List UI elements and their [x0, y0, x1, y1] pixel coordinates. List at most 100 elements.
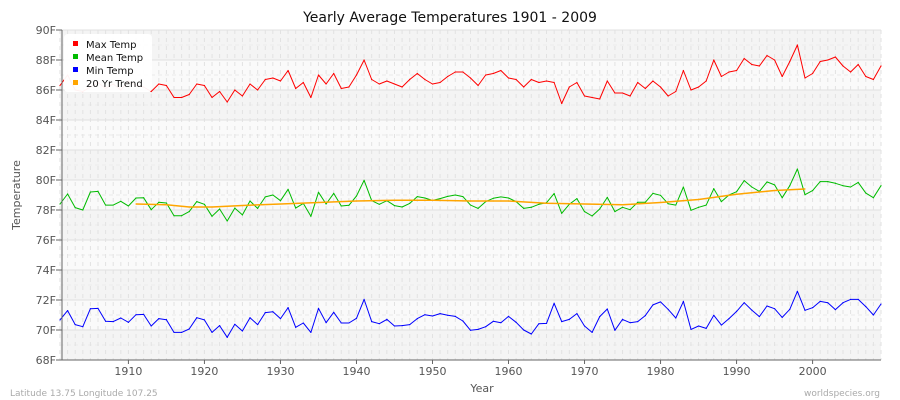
- data-point: [766, 181, 768, 183]
- data-point: [272, 311, 274, 313]
- legend-swatch: [73, 67, 78, 72]
- data-point: [644, 315, 646, 317]
- data-point: [355, 74, 358, 76]
- footer-source: worldspecies.org: [804, 389, 880, 399]
- data-point: [211, 96, 213, 99]
- data-point: [796, 290, 798, 292]
- data-point: [500, 322, 502, 324]
- x-tick-label: 1940: [342, 365, 370, 378]
- data-point: [348, 86, 350, 88]
- y-tick-label: 82F: [36, 144, 56, 157]
- data-point: [59, 84, 61, 87]
- data-point: [834, 182, 836, 184]
- data-point: [530, 206, 532, 208]
- data-point: [317, 201, 320, 204]
- data-point: [97, 307, 99, 309]
- data-point: [272, 194, 274, 196]
- data-point: [264, 196, 266, 198]
- data-point: [105, 204, 107, 206]
- data-point: [355, 317, 358, 319]
- data-point: [431, 199, 434, 201]
- data-point: [545, 80, 548, 82]
- data-point: [219, 208, 221, 210]
- data-point: [713, 188, 715, 190]
- data-point: [279, 200, 282, 202]
- data-point: [59, 203, 61, 205]
- data-point: [751, 309, 753, 311]
- data-point: [401, 86, 403, 88]
- series-lines: [59, 44, 882, 338]
- data-point: [606, 80, 608, 82]
- data-point: [720, 201, 722, 203]
- data-point: [523, 207, 525, 209]
- data-point: [348, 322, 350, 324]
- data-point: [363, 179, 365, 181]
- axes: 68F 70F 72F 74F 76F 78F 80F 82F 84F 86F 88F 90F 1910…: [36, 24, 881, 378]
- data-point: [583, 211, 586, 213]
- data-point: [462, 320, 464, 322]
- data-point: [333, 72, 335, 75]
- data-point: [507, 77, 510, 79]
- data-point: [773, 59, 776, 61]
- data-point: [735, 191, 738, 193]
- data-point: [507, 197, 510, 199]
- data-point: [431, 315, 434, 317]
- data-point: [181, 96, 183, 99]
- series-line-20-yr-trend: [135, 188, 806, 208]
- data-point: [789, 308, 791, 310]
- data-point: [120, 317, 122, 319]
- data-point: [811, 307, 814, 309]
- data-point: [561, 212, 563, 214]
- grid-lines: [59, 29, 882, 361]
- x-tick-label: 1960: [495, 365, 523, 378]
- data-point: [112, 321, 114, 323]
- data-point: [834, 309, 836, 311]
- footer-location: Latitude 13.75 Longitude 107.25: [10, 389, 158, 399]
- data-point: [371, 321, 373, 323]
- data-point: [500, 69, 502, 72]
- data-point: [599, 316, 601, 318]
- legend-swatch: [73, 41, 78, 46]
- data-point: [880, 303, 882, 305]
- data-point: [454, 315, 456, 317]
- data-point: [135, 197, 137, 199]
- data-point: [751, 186, 753, 188]
- data-point: [659, 86, 662, 88]
- data-point: [523, 86, 525, 88]
- data-point: [424, 314, 426, 316]
- data-point: [203, 203, 206, 205]
- data-point: [629, 95, 631, 97]
- data-point: [705, 80, 707, 82]
- data-point: [553, 81, 555, 84]
- data-point: [492, 197, 494, 199]
- data-point: [249, 83, 251, 85]
- data-point: [67, 310, 69, 312]
- data-point: [105, 320, 107, 322]
- data-point: [614, 329, 616, 331]
- data-point: [872, 78, 874, 81]
- data-point: [310, 331, 312, 333]
- data-point: [295, 87, 297, 90]
- data-point: [766, 54, 768, 57]
- data-point: [295, 207, 297, 209]
- data-point: [416, 318, 418, 320]
- legend-label: Min Temp: [86, 66, 134, 77]
- data-point: [659, 301, 662, 303]
- chart-title: Yearly Average Temperatures 1901 - 2009: [302, 10, 597, 26]
- data-point: [82, 209, 84, 211]
- data-point: [553, 193, 555, 195]
- data-point: [409, 78, 411, 81]
- data-point: [469, 329, 472, 331]
- y-tick-label: 72F: [36, 294, 56, 307]
- data-point: [576, 313, 578, 315]
- data-point: [576, 198, 578, 200]
- data-point: [89, 191, 92, 193]
- data-point: [241, 214, 244, 216]
- data-point: [675, 204, 677, 206]
- y-tick-label: 84F: [36, 114, 56, 127]
- x-tick-label: 1990: [723, 365, 751, 378]
- data-point: [690, 89, 692, 91]
- y-tick-label: 88F: [36, 54, 56, 67]
- data-point: [89, 308, 92, 310]
